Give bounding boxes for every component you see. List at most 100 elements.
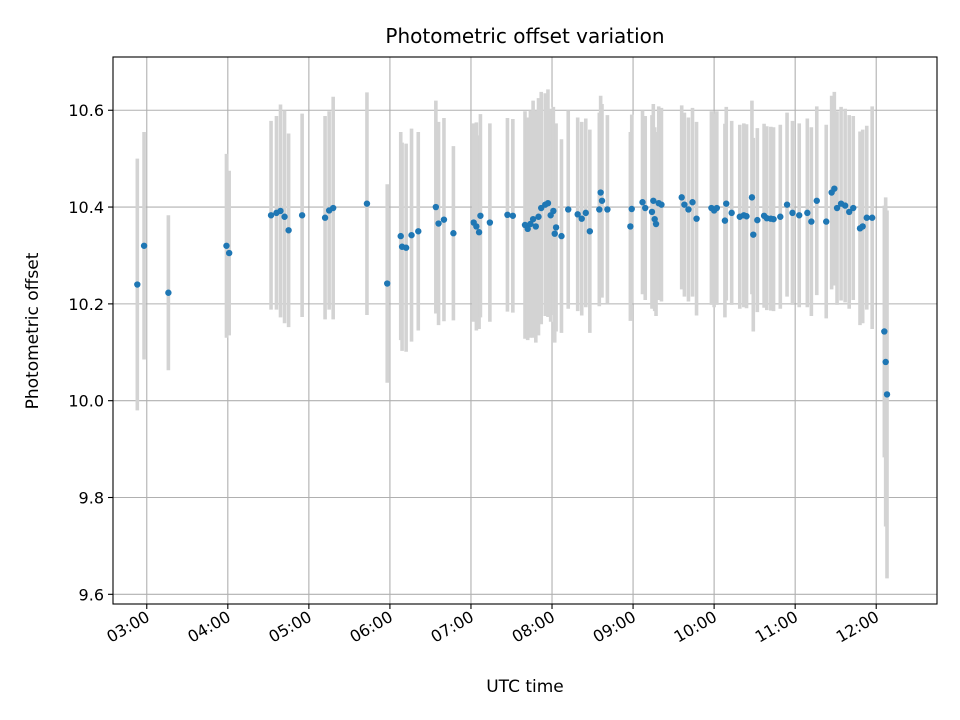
data-point	[134, 281, 141, 288]
x-tick-label: 07:00	[428, 607, 477, 647]
x-axis-label: UTC time	[486, 677, 564, 697]
data-point	[527, 220, 534, 228]
data-point	[565, 206, 572, 213]
data-point	[402, 244, 410, 251]
data-point	[658, 201, 665, 208]
data-point	[285, 227, 292, 234]
data-point	[329, 204, 337, 212]
data-point	[363, 200, 371, 207]
data-point	[477, 212, 484, 219]
data-points	[134, 185, 891, 398]
data-point	[804, 209, 811, 217]
data-point	[486, 219, 494, 226]
data-point	[627, 223, 634, 230]
data-point	[574, 211, 581, 218]
data-point	[882, 358, 889, 366]
data-point	[544, 199, 552, 207]
data-point	[859, 223, 866, 230]
data-point	[831, 185, 838, 192]
data-point	[440, 216, 448, 223]
plot-frame	[112, 56, 938, 605]
data-point	[689, 199, 696, 206]
data-point	[883, 391, 891, 398]
data-point	[881, 328, 888, 335]
data-point	[509, 212, 517, 219]
chart-title: Photometric offset variation	[385, 24, 664, 48]
data-point	[551, 230, 558, 237]
y-tick-label: 10.4	[68, 198, 104, 217]
data-point	[432, 203, 440, 211]
data-point	[678, 194, 685, 201]
data-point	[558, 232, 565, 240]
data-point	[578, 215, 585, 222]
data-point	[267, 212, 275, 219]
data-point	[813, 197, 820, 204]
y-tick-label: 9.8	[79, 489, 104, 508]
data-point	[845, 208, 853, 216]
data-point	[475, 229, 483, 236]
data-point	[552, 224, 560, 231]
data-point	[841, 202, 849, 209]
data-point	[450, 230, 457, 237]
data-point	[628, 205, 635, 213]
data-point	[225, 249, 233, 257]
data-point	[651, 215, 658, 223]
data-point	[723, 200, 730, 207]
data-point	[721, 217, 729, 224]
data-point	[473, 223, 480, 230]
data-point	[529, 215, 537, 223]
data-point	[850, 204, 857, 212]
y-tick-label: 10.0	[68, 392, 104, 411]
data-point	[650, 197, 657, 204]
y-axis-label: Photometric offset	[23, 252, 43, 409]
data-point	[754, 216, 761, 224]
data-point	[582, 209, 589, 217]
data-point	[728, 209, 735, 217]
data-point	[808, 218, 815, 225]
data-point	[783, 201, 791, 208]
data-point	[397, 232, 404, 240]
y-tick-label: 9.6	[79, 585, 104, 604]
data-point	[535, 213, 542, 220]
data-point	[408, 231, 415, 239]
data-point	[685, 206, 692, 213]
data-point	[596, 206, 603, 213]
y-tick-label: 10.6	[68, 101, 104, 120]
data-point	[796, 212, 803, 219]
data-point	[223, 242, 230, 249]
data-point	[648, 208, 656, 216]
data-point	[321, 214, 329, 221]
data-point	[598, 197, 606, 204]
x-tick-label: 03:00	[103, 607, 152, 647]
data-point	[748, 194, 756, 201]
data-point	[586, 228, 594, 235]
data-point	[140, 242, 148, 249]
x-tick-label: 11:00	[752, 607, 801, 647]
data-point	[863, 214, 870, 221]
data-point	[550, 207, 557, 215]
x-tick-label: 05:00	[265, 607, 314, 647]
x-tick-label: 04:00	[184, 607, 233, 647]
x-tick-label: 10:00	[671, 607, 720, 647]
data-point	[504, 211, 511, 219]
data-point	[604, 206, 611, 213]
data-point	[868, 214, 876, 221]
data-point	[597, 189, 604, 196]
data-point	[524, 225, 531, 233]
data-point	[713, 204, 721, 212]
data-point	[681, 201, 688, 208]
data-point	[415, 228, 422, 235]
data-point	[642, 204, 649, 212]
data-point	[281, 213, 288, 220]
data-point	[298, 212, 306, 219]
data-point	[165, 289, 172, 296]
data-point	[789, 209, 796, 217]
data-point	[435, 220, 442, 227]
error-bars	[135, 89, 889, 579]
data-point	[532, 223, 540, 230]
x-tick-label: 06:00	[346, 607, 395, 647]
x-tick-label: 09:00	[590, 607, 639, 647]
data-point	[384, 280, 391, 287]
data-point	[693, 215, 700, 222]
data-point	[639, 199, 646, 206]
